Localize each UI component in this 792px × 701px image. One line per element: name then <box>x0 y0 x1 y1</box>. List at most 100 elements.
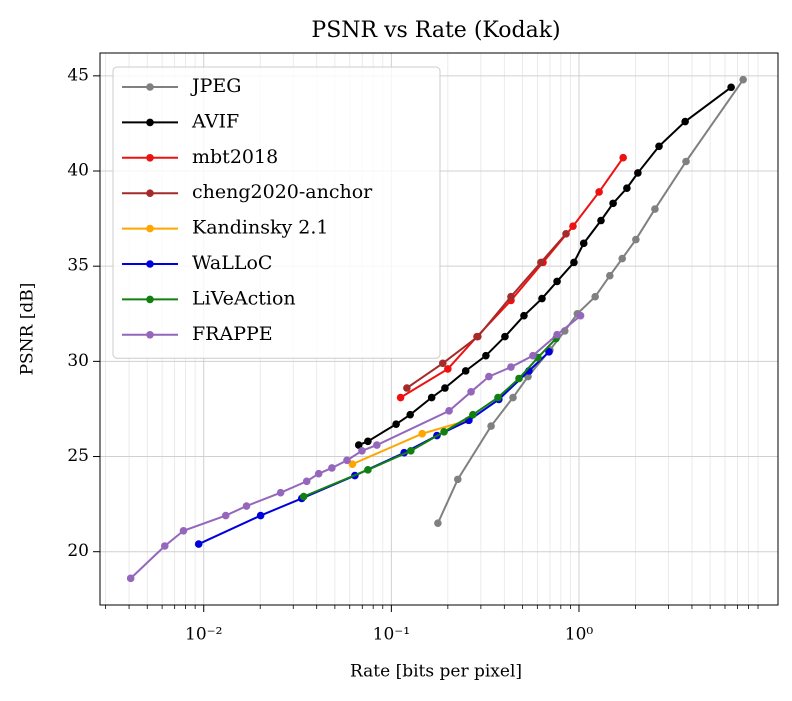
series-line <box>198 351 550 545</box>
data-point <box>256 511 265 520</box>
data-point <box>194 540 203 548</box>
plot-frame <box>99 52 779 606</box>
data-point <box>651 205 659 213</box>
legend-label: Kandinsky 2.1 <box>192 217 329 239</box>
data-point <box>179 526 188 535</box>
legend-marker <box>146 295 154 304</box>
data-point <box>364 466 372 474</box>
data-point <box>328 464 336 472</box>
y-tick-label: 30 <box>67 351 89 371</box>
data-point <box>606 271 614 280</box>
legend-label: LiVeAction <box>192 287 296 309</box>
data-point <box>434 519 442 527</box>
data-point <box>595 188 603 196</box>
data-point <box>591 292 599 301</box>
data-point <box>634 169 642 177</box>
data-point <box>469 410 477 419</box>
data-point <box>358 447 366 455</box>
data-point <box>507 292 515 301</box>
data-point <box>569 222 577 231</box>
legend-label: cheng2020-anchor <box>192 181 373 203</box>
data-point <box>403 384 411 392</box>
x-tick-label: 10⁻² <box>185 625 222 645</box>
legend-label: AVIF <box>191 110 239 132</box>
data-point <box>440 427 448 436</box>
data-point <box>520 311 528 320</box>
data-point <box>545 348 553 356</box>
data-point <box>126 574 135 583</box>
x-axis-label: Rate [bits per pixel] <box>350 662 522 682</box>
chart-title: PSNR vs Rate (Kodak) <box>311 18 560 43</box>
data-point <box>576 311 585 320</box>
data-point <box>354 441 363 449</box>
data-point <box>562 230 570 238</box>
data-point <box>538 294 546 303</box>
data-point <box>727 83 735 92</box>
y-tick-label: 35 <box>67 256 89 276</box>
legend-marker <box>146 154 154 162</box>
data-point <box>632 235 640 244</box>
series-line <box>406 233 567 389</box>
data-point <box>507 363 515 371</box>
y-axis-label: PSNR [dB] <box>18 283 38 376</box>
legend-label: WaLLoC <box>192 252 272 274</box>
data-point <box>392 420 400 428</box>
legend-box <box>112 66 441 359</box>
legend-marker <box>146 331 154 339</box>
data-point <box>619 153 627 162</box>
data-point <box>438 359 447 368</box>
data-point <box>537 258 545 267</box>
data-point <box>302 477 311 486</box>
data-point <box>221 511 230 520</box>
data-point <box>515 374 523 383</box>
data-point <box>427 393 436 402</box>
data-point <box>348 460 357 468</box>
data-point <box>276 488 285 497</box>
data-point <box>299 492 308 501</box>
legend-marker <box>146 260 154 268</box>
legend-label: JPEG <box>190 75 241 97</box>
data-point <box>242 502 251 510</box>
data-point <box>609 199 617 208</box>
data-point <box>739 75 747 84</box>
data-point <box>407 447 415 455</box>
data-point <box>396 393 405 402</box>
x-tick-label: 10⁻¹ <box>373 625 410 645</box>
data-point <box>597 216 605 225</box>
data-point <box>343 456 351 465</box>
data-point <box>474 332 482 341</box>
data-point <box>579 239 588 248</box>
x-tick-label: 10⁰ <box>565 625 594 645</box>
data-point <box>482 351 490 360</box>
data-point <box>655 142 663 151</box>
data-point <box>441 384 449 392</box>
legend-marker <box>146 83 154 91</box>
data-point <box>418 429 426 438</box>
data-point <box>373 441 381 449</box>
y-tick-label: 25 <box>67 446 89 466</box>
data-point <box>453 475 462 484</box>
data-point <box>364 437 372 446</box>
data-point <box>529 351 537 360</box>
data-point <box>445 407 453 415</box>
series-line <box>400 157 624 399</box>
data-point <box>501 332 509 341</box>
data-point <box>509 393 517 402</box>
data-point <box>618 254 627 263</box>
data-point <box>494 393 502 402</box>
data-point <box>444 365 452 373</box>
data-point <box>681 117 689 126</box>
data-point <box>570 258 578 267</box>
data-point <box>553 277 561 286</box>
data-point <box>314 469 323 478</box>
y-tick-label: 45 <box>67 65 89 85</box>
data-point <box>461 367 470 375</box>
y-tick-label: 40 <box>67 161 89 181</box>
data-point <box>487 422 495 430</box>
legend-marker <box>146 189 154 197</box>
y-tick-label: 20 <box>67 541 89 561</box>
data-point <box>467 388 475 396</box>
data-point <box>682 157 690 166</box>
legend-label: mbt2018 <box>192 146 278 168</box>
